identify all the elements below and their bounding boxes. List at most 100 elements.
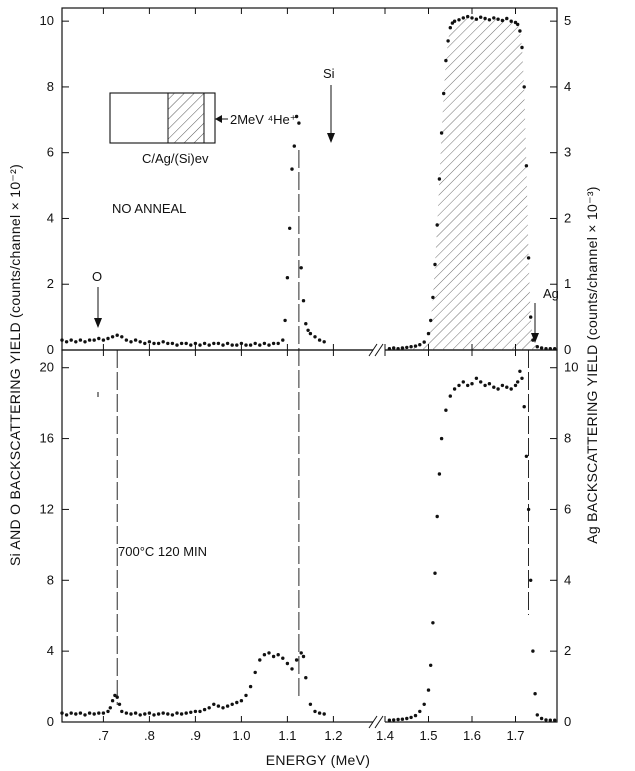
data-point bbox=[553, 718, 557, 722]
data-point bbox=[285, 276, 290, 280]
data-point bbox=[106, 336, 110, 341]
axis-break-bottom bbox=[368, 714, 385, 730]
ag-hatched-region bbox=[389, 16, 555, 350]
data-point bbox=[207, 343, 211, 347]
data-point bbox=[64, 713, 69, 717]
data-point bbox=[166, 712, 170, 716]
data-point bbox=[513, 20, 518, 25]
right-tick-label: 2 bbox=[564, 210, 571, 225]
x-axis-title: ENERGY (MeV) bbox=[266, 752, 370, 768]
data-point bbox=[418, 343, 422, 347]
data-point bbox=[505, 385, 509, 389]
data-point bbox=[202, 341, 207, 346]
data-point bbox=[422, 340, 426, 344]
data-point bbox=[92, 338, 96, 342]
data-point bbox=[544, 347, 548, 351]
peak-label-si: Si bbox=[323, 66, 335, 81]
data-point bbox=[301, 299, 306, 303]
data-point bbox=[301, 654, 306, 659]
data-point bbox=[444, 408, 448, 412]
data-point bbox=[294, 114, 299, 119]
target-diagram bbox=[109, 92, 228, 144]
right-tick-label: 3 bbox=[564, 145, 571, 160]
y-axis-title-right: Ag BACKSCATTERING YIELD (counts/channel … bbox=[584, 186, 600, 544]
right-tick-label: 0 bbox=[564, 714, 571, 729]
right-tick-label: 10 bbox=[564, 360, 578, 375]
x-tick-label: 1.5 bbox=[419, 728, 437, 743]
data-point bbox=[500, 383, 505, 388]
annotation-no-anneal: NO ANNEAL bbox=[112, 201, 186, 216]
data-point bbox=[147, 340, 152, 344]
data-point bbox=[152, 713, 156, 717]
data-point bbox=[396, 347, 400, 351]
data-point bbox=[409, 715, 413, 720]
data-point bbox=[207, 706, 211, 710]
data-point bbox=[431, 621, 435, 625]
data-point bbox=[400, 346, 405, 350]
data-point bbox=[487, 18, 492, 22]
data-point bbox=[69, 711, 73, 715]
data-point bbox=[115, 333, 119, 337]
data-point bbox=[175, 343, 179, 347]
data-point bbox=[161, 711, 165, 715]
peak-label-ag: Ag bbox=[543, 286, 559, 301]
data-point bbox=[216, 341, 221, 346]
data-point bbox=[387, 718, 392, 722]
data-point bbox=[520, 45, 524, 50]
data-point bbox=[115, 695, 119, 699]
data-point bbox=[304, 676, 308, 680]
data-point bbox=[138, 340, 142, 344]
data-point bbox=[267, 343, 271, 347]
data-point bbox=[97, 711, 101, 715]
data-point bbox=[522, 85, 526, 89]
right-tick-label: 8 bbox=[564, 431, 571, 446]
data-point bbox=[299, 266, 303, 270]
data-point bbox=[248, 343, 253, 347]
data-point bbox=[156, 341, 161, 346]
x-tick-label: .9 bbox=[190, 728, 201, 743]
data-point bbox=[487, 382, 492, 386]
left-tick-label: 8 bbox=[47, 572, 54, 587]
peak-label-o: O bbox=[92, 269, 102, 284]
data-point bbox=[313, 335, 317, 339]
data-point bbox=[271, 341, 276, 346]
data-point bbox=[317, 338, 322, 342]
data-point bbox=[253, 670, 257, 675]
data-point bbox=[457, 383, 461, 388]
data-point bbox=[306, 328, 310, 332]
data-point bbox=[87, 338, 92, 342]
data-point bbox=[474, 376, 479, 380]
data-point bbox=[179, 341, 184, 346]
data-point bbox=[297, 121, 301, 125]
data-point bbox=[529, 578, 533, 582]
data-point bbox=[461, 16, 465, 20]
data-point bbox=[313, 709, 317, 714]
data-point bbox=[531, 649, 535, 653]
x-tick-label: 1.7 bbox=[506, 728, 524, 743]
right-tick-label: 4 bbox=[564, 79, 571, 94]
data-point bbox=[133, 338, 138, 342]
data-point bbox=[444, 58, 448, 63]
data-point bbox=[113, 693, 117, 698]
data-point bbox=[189, 343, 193, 347]
data-point bbox=[133, 711, 138, 715]
data-point bbox=[244, 343, 248, 347]
data-point bbox=[120, 335, 124, 339]
data-point bbox=[470, 382, 474, 386]
y-axis-title-left: Si AND O BACKSCATTERING YIELD (counts/ch… bbox=[7, 164, 23, 566]
data-point bbox=[78, 338, 83, 342]
data-point bbox=[492, 385, 496, 389]
data-point bbox=[429, 318, 433, 323]
data-point bbox=[448, 26, 452, 30]
si-peak-arrow bbox=[327, 85, 335, 143]
data-point bbox=[308, 331, 313, 336]
data-point bbox=[308, 702, 313, 706]
data-point bbox=[235, 700, 239, 705]
data-point bbox=[544, 718, 548, 722]
data-point bbox=[60, 338, 64, 342]
left-tick-label: 0 bbox=[47, 342, 54, 357]
axis-break-top bbox=[368, 342, 385, 358]
data-point bbox=[516, 380, 520, 384]
data-point bbox=[87, 711, 92, 715]
data-point bbox=[520, 376, 524, 380]
